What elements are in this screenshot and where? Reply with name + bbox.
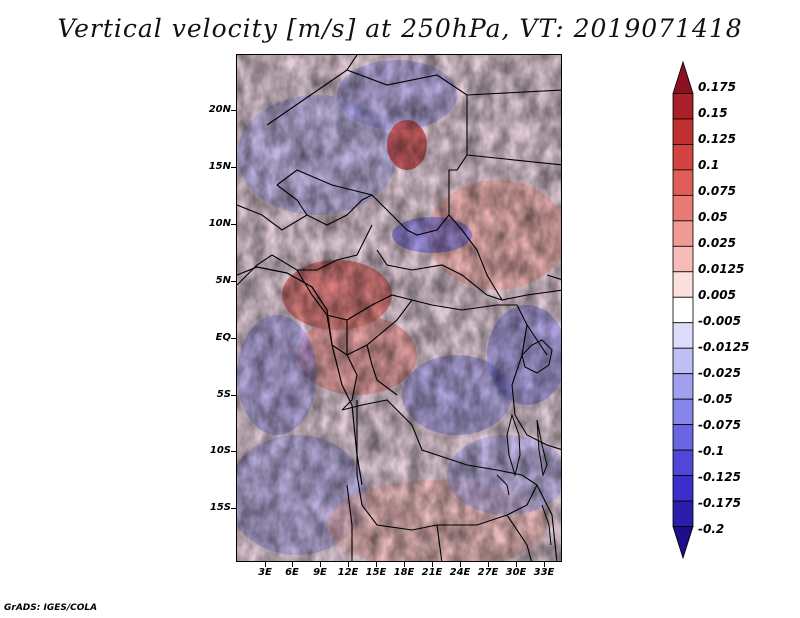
lon-tick (432, 562, 433, 567)
colorbar-segment (672, 194, 694, 222)
chart-title: Vertical velocity [m/s] at 250hPa, VT: 2… (57, 14, 743, 43)
lon-tick (292, 562, 293, 567)
colorbar-label: -0.05 (698, 392, 733, 406)
map-panel (236, 54, 562, 562)
lat-tick (231, 508, 236, 509)
colorbar-label: 0.0125 (698, 262, 745, 276)
colorbar-label: 0.15 (698, 106, 728, 120)
colorbar-label: 0.005 (698, 288, 736, 302)
colorbar (672, 60, 694, 560)
colorbar-segment (672, 93, 694, 120)
lon-tick (320, 562, 321, 567)
coastline (237, 266, 363, 486)
colorbar-label: 0.125 (698, 132, 736, 146)
colorbar-label: -0.0125 (698, 340, 750, 354)
colorbar-label: -0.005 (698, 314, 741, 328)
lat-label-eq: EQ (215, 332, 231, 343)
lat-tick (231, 167, 236, 168)
colorbar-label: -0.1 (698, 444, 725, 458)
lon-tick (516, 562, 517, 567)
lat-label-20n: 20N (208, 104, 231, 115)
lat-label-15n: 15N (208, 161, 231, 172)
lat-label-5s: 5S (216, 389, 231, 400)
lakes (496, 339, 553, 546)
lat-label-5n: 5N (215, 275, 231, 286)
colorbar-segment (672, 60, 694, 94)
colorbar-segment (672, 398, 694, 426)
lon-label-21e: 21E (421, 567, 443, 578)
lat-label-10n: 10N (208, 218, 231, 229)
lon-label-15e: 15E (365, 567, 387, 578)
colorbar-segment (672, 118, 694, 145)
lat-tick (231, 110, 236, 111)
colorbar-label: 0.075 (698, 184, 736, 198)
colorbar-segment (672, 347, 694, 375)
colorbar-segment (672, 296, 694, 324)
lon-label-24e: 24E (449, 567, 471, 578)
lon-tick (376, 562, 377, 567)
colorbar-label: 0.05 (698, 210, 728, 224)
colorbar-label: -0.025 (698, 366, 741, 380)
colorbar-label: -0.125 (698, 470, 741, 484)
colorbar-segment (672, 373, 694, 400)
colorbar-segment (672, 526, 694, 560)
lon-label-30e: 30E (505, 567, 527, 578)
colorbar-label: -0.2 (698, 522, 725, 536)
lon-label-18e: 18E (393, 567, 415, 578)
colorbar-label: 0.025 (698, 236, 736, 250)
vertical-velocity-field (237, 55, 561, 561)
colorbar-segment (672, 449, 694, 476)
lon-tick (488, 562, 489, 567)
lon-tick (544, 562, 545, 567)
lon-label-9e: 9E (313, 567, 327, 578)
lon-label-12e: 12E (337, 567, 359, 578)
colorbar-segment (672, 475, 694, 502)
colorbar-segment (672, 500, 694, 527)
lat-tick (231, 338, 236, 339)
lat-tick (231, 224, 236, 225)
colorbar-segment (672, 220, 694, 247)
lat-label-15s: 15S (209, 502, 231, 513)
lat-tick (231, 395, 236, 396)
lon-tick (348, 562, 349, 567)
lon-label-33e: 33E (533, 567, 555, 578)
lat-label-10s: 10S (209, 445, 231, 456)
colorbar-label: -0.075 (698, 418, 741, 432)
lat-tick (231, 451, 236, 452)
colorbar-label: 0.175 (698, 80, 736, 94)
colorbar-segment (672, 169, 694, 196)
footer-credit: GrADS: IGES/COLA (4, 603, 98, 613)
colorbar-segment (672, 424, 694, 451)
colorbar-segment (672, 144, 694, 171)
lat-tick (231, 281, 236, 282)
lon-tick (404, 562, 405, 567)
colorbar-segment (672, 271, 694, 298)
lon-tick (460, 562, 461, 567)
colorbar-segment (672, 245, 694, 273)
lon-label-6e: 6E (285, 567, 299, 578)
colorbar-label: 0.1 (698, 158, 720, 172)
lon-tick (265, 562, 266, 567)
lon-label-3e: 3E (258, 567, 272, 578)
lon-label-27e: 27E (477, 567, 499, 578)
colorbar-segment (672, 322, 694, 349)
colorbar-label: -0.175 (698, 496, 741, 510)
